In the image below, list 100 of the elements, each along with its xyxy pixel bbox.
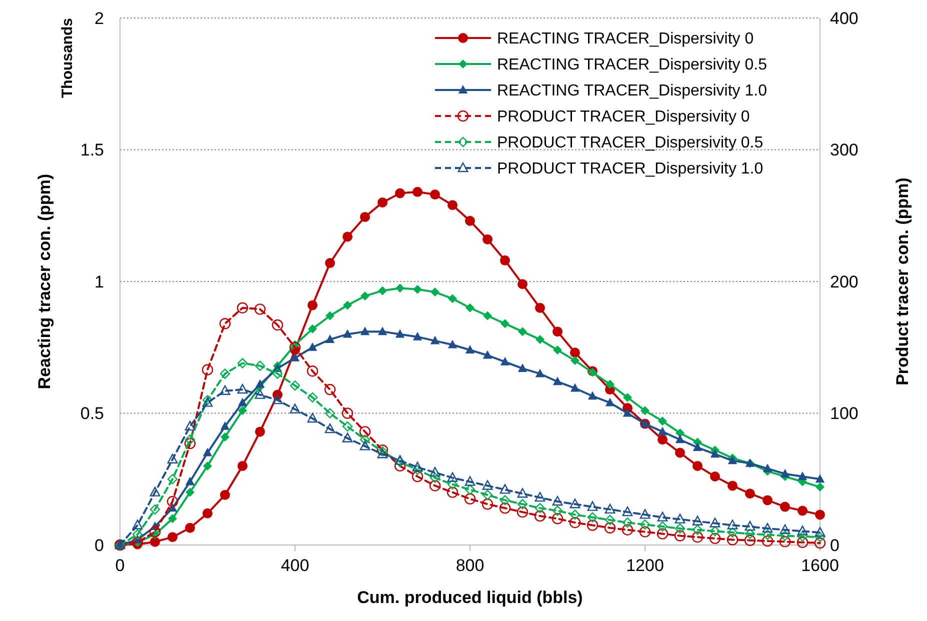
point — [656, 528, 668, 540]
point — [430, 288, 440, 297]
point — [394, 455, 406, 465]
point — [324, 408, 336, 418]
point — [238, 460, 248, 471]
point — [552, 513, 564, 524]
point — [482, 350, 492, 359]
point — [342, 408, 354, 419]
point — [762, 464, 772, 472]
point — [587, 512, 598, 522]
point — [343, 300, 352, 310]
point — [710, 518, 720, 528]
y2-tick-label: 0 — [830, 536, 840, 555]
point — [516, 506, 528, 518]
point — [184, 420, 196, 431]
point — [816, 482, 824, 492]
point — [604, 514, 616, 526]
point — [744, 520, 756, 531]
point — [149, 526, 161, 538]
point — [184, 434, 196, 445]
point — [744, 528, 756, 539]
legend-label: REACTING TRACER_Dispersivity 0.5 — [497, 56, 768, 74]
point — [220, 421, 230, 430]
point — [692, 516, 703, 526]
point — [220, 368, 230, 379]
point — [623, 392, 632, 402]
point — [658, 426, 668, 436]
point — [395, 329, 405, 338]
point — [657, 521, 668, 532]
x-tick-label: 800 — [456, 556, 484, 575]
point — [238, 398, 248, 406]
point — [448, 340, 458, 348]
point — [185, 522, 195, 533]
point — [185, 476, 195, 486]
point — [517, 499, 528, 510]
point — [255, 426, 265, 437]
point — [692, 460, 702, 471]
point — [412, 332, 422, 340]
point — [482, 490, 493, 500]
point — [762, 495, 772, 506]
point — [290, 380, 300, 391]
point — [710, 526, 720, 536]
point — [237, 384, 248, 394]
point — [308, 300, 318, 310]
y-tick-label: 1 — [94, 272, 104, 292]
point — [184, 438, 196, 450]
point — [586, 520, 598, 531]
point — [272, 319, 284, 331]
point — [482, 480, 493, 490]
point — [518, 363, 528, 372]
point — [482, 498, 494, 510]
point — [325, 334, 335, 343]
point — [324, 423, 336, 434]
point — [726, 534, 738, 546]
point — [326, 311, 334, 320]
legend-label: REACTING TRACER_Dispersivity 1.0 — [497, 82, 768, 100]
point — [447, 472, 458, 482]
point — [272, 394, 283, 404]
point — [447, 479, 458, 490]
point — [639, 526, 651, 538]
point — [342, 432, 353, 442]
point — [553, 346, 562, 355]
point — [254, 360, 266, 371]
point — [483, 311, 492, 320]
point — [168, 532, 178, 542]
point — [815, 474, 825, 483]
point — [396, 284, 404, 293]
y-tick-label: 0 — [94, 536, 104, 555]
point — [518, 279, 528, 290]
x-tick-label: 1200 — [626, 556, 664, 575]
point — [448, 200, 458, 210]
point — [446, 486, 458, 498]
point — [570, 383, 580, 392]
point — [814, 526, 826, 537]
point — [604, 522, 616, 534]
point — [534, 492, 546, 502]
point — [552, 376, 562, 386]
point — [168, 514, 177, 524]
point — [570, 356, 580, 366]
point — [640, 519, 650, 530]
point — [202, 508, 212, 518]
point — [290, 404, 300, 414]
point — [798, 471, 808, 480]
point — [658, 416, 667, 426]
point — [622, 506, 633, 516]
point — [640, 406, 650, 416]
point — [658, 434, 668, 445]
point — [254, 389, 266, 399]
point — [464, 484, 476, 495]
point — [203, 461, 212, 470]
point — [150, 504, 160, 515]
point — [342, 232, 352, 242]
point — [779, 536, 791, 548]
point — [552, 506, 563, 516]
point — [360, 434, 370, 445]
y2-axis-title: Product tracer con. (ppm) — [893, 178, 912, 386]
point — [780, 524, 790, 534]
point — [412, 470, 424, 482]
point — [517, 488, 528, 498]
point — [797, 531, 808, 542]
